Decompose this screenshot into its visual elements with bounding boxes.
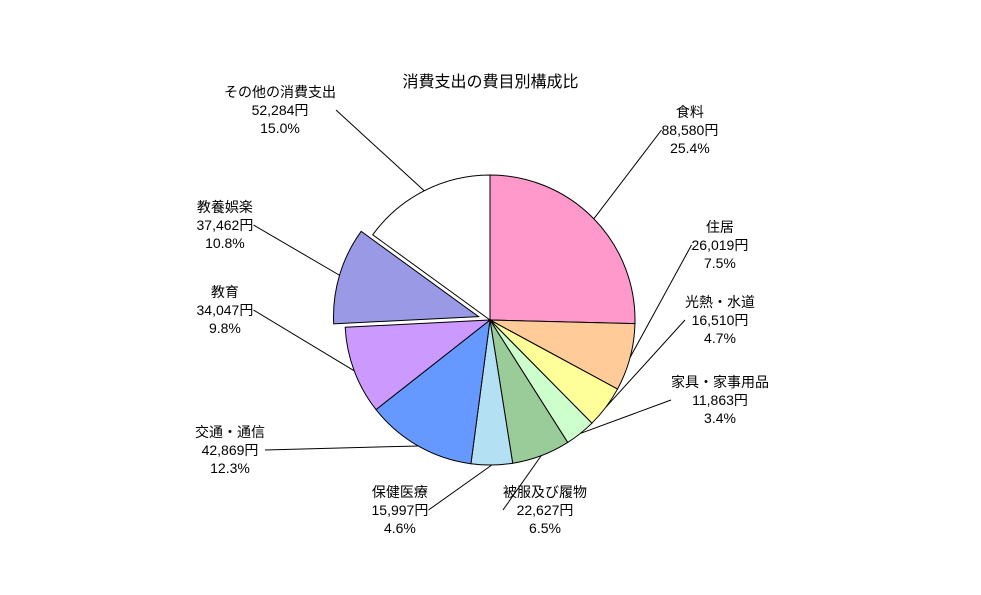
slice-label-name: 保健医療 <box>372 483 429 501</box>
slice-label-percent: 9.8% <box>197 319 254 337</box>
slice-label-amount: 16,510円 <box>685 311 755 329</box>
slice-label-amount: 52,284円 <box>224 101 336 119</box>
slice-label-amount: 26,019円 <box>692 236 749 254</box>
slice-label-amount: 15,997円 <box>372 501 429 519</box>
slice-label: 食料88,580円25.4% <box>662 103 719 158</box>
pie-chart <box>0 0 981 595</box>
slice-label-amount: 88,580円 <box>662 121 719 139</box>
slice-label: 教育34,047円9.8% <box>197 283 254 338</box>
slice-label-percent: 10.8% <box>197 234 254 252</box>
slice-label-name: 家具・家事用品 <box>671 373 769 391</box>
slice-label: 家具・家事用品11,863円3.4% <box>671 373 769 428</box>
slice-label-amount: 37,462円 <box>197 216 254 234</box>
slice-label: 光熱・水道16,510円4.7% <box>685 293 755 348</box>
slice-label-percent: 25.4% <box>662 139 719 157</box>
slice-label-amount: 34,047円 <box>197 301 254 319</box>
slice-label-name: 教養娯楽 <box>197 198 254 216</box>
slice-label: 教養娯楽37,462円10.8% <box>197 198 254 253</box>
slice-label-name: 食料 <box>662 103 719 121</box>
slice-label-amount: 22,627円 <box>503 501 587 519</box>
slice-label-name: 教育 <box>197 283 254 301</box>
slice-label-percent: 4.7% <box>685 329 755 347</box>
slice-label-percent: 7.5% <box>692 254 749 272</box>
slice-label-percent: 6.5% <box>503 519 587 537</box>
slice-label: 住居26,019円7.5% <box>692 218 749 273</box>
slice-label: 交通・通信42,869円12.3% <box>195 423 265 478</box>
slice-label-percent: 3.4% <box>671 409 769 427</box>
slice-label: その他の消費支出52,284円15.0% <box>224 83 336 138</box>
pie-slice <box>490 175 635 324</box>
slice-label-amount: 11,863円 <box>671 391 769 409</box>
slice-label-name: その他の消費支出 <box>224 83 336 101</box>
slice-label: 被服及び履物22,627円6.5% <box>503 483 587 538</box>
slice-label-percent: 4.6% <box>372 519 429 537</box>
slice-label-percent: 12.3% <box>195 459 265 477</box>
slice-label-name: 被服及び履物 <box>503 483 587 501</box>
slice-label: 保健医療15,997円4.6% <box>372 483 429 538</box>
slice-label-name: 光熱・水道 <box>685 293 755 311</box>
slice-label-name: 住居 <box>692 218 749 236</box>
chart-container: 消費支出の費目別構成比 食料88,580円25.4%住居26,019円7.5%光… <box>0 0 981 595</box>
slice-label-percent: 15.0% <box>224 119 336 137</box>
slice-label-name: 交通・通信 <box>195 423 265 441</box>
slice-label-amount: 42,869円 <box>195 441 265 459</box>
